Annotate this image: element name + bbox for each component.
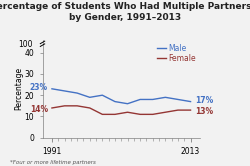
Male	[101, 94, 104, 96]
Female	[139, 113, 142, 115]
Male	[176, 98, 180, 100]
Female	[176, 109, 180, 111]
Female	[88, 107, 91, 109]
Female	[114, 113, 116, 115]
Female	[126, 111, 129, 113]
Male	[189, 101, 192, 103]
Text: 14%: 14%	[30, 105, 48, 114]
Text: by Gender, 1991–2013: by Gender, 1991–2013	[69, 13, 181, 22]
Male	[164, 96, 167, 98]
Y-axis label: Percentage: Percentage	[14, 67, 23, 110]
Male	[139, 98, 142, 100]
Text: 13%: 13%	[195, 107, 213, 116]
Male	[63, 90, 66, 92]
Text: Percentage of Students Who Had Multiple Partners*,: Percentage of Students Who Had Multiple …	[0, 2, 250, 11]
Text: 100: 100	[18, 40, 32, 49]
Male	[76, 92, 79, 94]
Male	[50, 88, 53, 90]
Male	[151, 98, 154, 100]
Text: 17%: 17%	[195, 96, 213, 105]
Female	[189, 109, 192, 111]
Text: *Four or more lifetime partners: *Four or more lifetime partners	[10, 160, 96, 165]
Female	[50, 107, 53, 109]
Female	[63, 105, 66, 107]
Male	[114, 101, 116, 103]
Female	[76, 105, 79, 107]
Male	[126, 103, 129, 105]
Text: 23%: 23%	[30, 83, 48, 92]
Line: Male: Male	[52, 89, 190, 104]
Female	[151, 113, 154, 115]
Female	[101, 113, 104, 115]
Male	[88, 96, 91, 98]
Line: Female: Female	[52, 106, 190, 114]
Legend: Male, Female: Male, Female	[157, 44, 196, 63]
Female	[164, 111, 167, 113]
